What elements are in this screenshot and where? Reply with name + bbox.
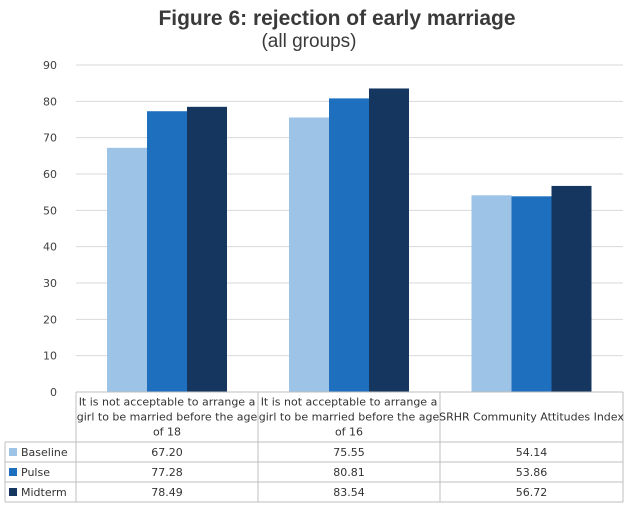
data-label: 77.28 [151, 466, 183, 479]
y-tick-label: 70 [43, 132, 57, 145]
data-label: 53.86 [516, 466, 548, 479]
legend-label-baseline: Baseline [21, 446, 68, 459]
legend-swatch-midterm [9, 488, 17, 496]
y-tick-label: 20 [43, 313, 57, 326]
y-tick-label: 50 [43, 204, 57, 217]
bars [107, 88, 592, 393]
data-label: 75.55 [333, 446, 365, 459]
y-axis: 0 10 20 30 40 50 60 70 80 90 [43, 59, 57, 399]
bar-baseline-1 [107, 147, 147, 392]
bar-pulse-1 [147, 111, 187, 392]
bar-baseline-3 [471, 195, 512, 392]
category-label: girl to be married before the age [259, 411, 440, 424]
category-label: of 18 [153, 426, 181, 439]
chart-subtitle: (all groups) [261, 31, 356, 52]
y-tick-label: 0 [50, 386, 57, 399]
y-tick-label: 40 [43, 241, 57, 254]
y-tick-label: 10 [43, 350, 57, 363]
legend-swatch-pulse [9, 468, 17, 476]
y-tick-label: 90 [43, 59, 57, 72]
bar-midterm-2 [369, 88, 409, 392]
data-label: 80.81 [333, 466, 365, 479]
legend-label-midterm: Midterm [21, 486, 67, 499]
legend-swatch-baseline [9, 448, 17, 456]
data-label: 67.20 [151, 446, 183, 459]
y-tick-label: 80 [43, 95, 57, 108]
bar-baseline-2 [289, 117, 329, 393]
bar-midterm-3 [551, 185, 592, 392]
category-label: of 16 [335, 426, 363, 439]
category-label: It is not acceptable to arrange a [79, 396, 256, 409]
data-label: 78.49 [151, 486, 183, 499]
chart-title: Figure 6: rejection of early marriage [158, 7, 515, 30]
y-tick-label: 60 [43, 168, 57, 181]
bar-pulse-2 [329, 98, 369, 393]
legend-label-pulse: Pulse [21, 466, 50, 479]
category-label: girl to be married before the age [77, 411, 258, 424]
bar-pulse-3 [511, 196, 552, 392]
category-label: SRHR Community Attitudes Index [439, 411, 624, 424]
data-label: 56.72 [516, 486, 548, 499]
data-label: 54.14 [516, 446, 548, 459]
y-tick-label: 30 [43, 277, 57, 290]
category-label: It is not acceptable to arrange a [261, 396, 438, 409]
bar-midterm-1 [187, 106, 227, 392]
data-label: 83.54 [333, 486, 365, 499]
